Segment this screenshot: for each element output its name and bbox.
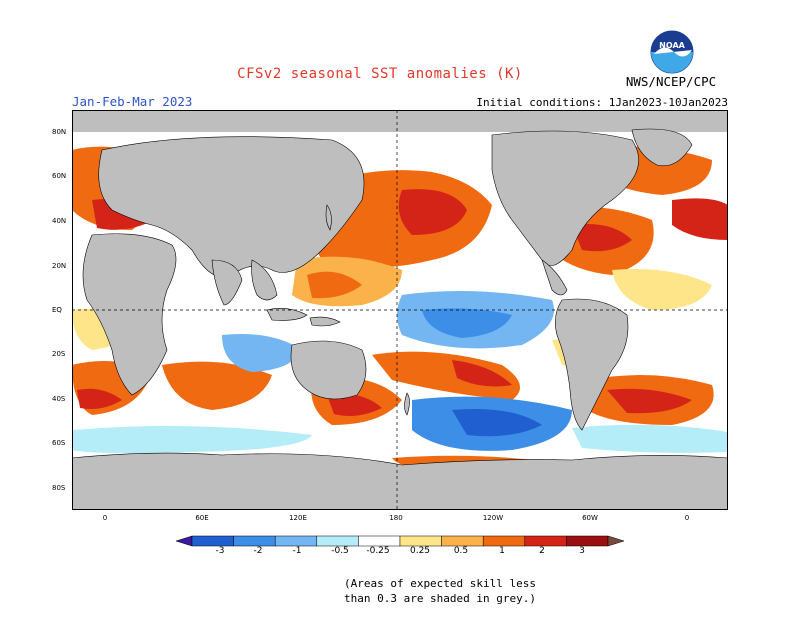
sst-anomaly-map (72, 110, 728, 510)
lat-label-80n: 80N (52, 128, 67, 136)
season-label: Jan-Feb-Mar 2023 (72, 94, 193, 109)
lat-label-40n: 40N (52, 217, 67, 225)
footnote: (Areas of expected skill less than 0.3 a… (300, 576, 580, 606)
lat-label-60s: 60S (52, 439, 66, 447)
lat-label-20n: 20N (52, 262, 67, 270)
lon-label-60e: 60E (195, 514, 209, 522)
arctic-grey (72, 110, 728, 132)
colorbar-swatch (233, 535, 276, 547)
colorbar-swatch (358, 535, 401, 547)
lat-label-40s: 40S (52, 395, 66, 403)
lat-label-60n: 60N (52, 172, 67, 180)
lon-label-60w: 60W (582, 514, 598, 522)
initial-conditions-label: Initial conditions: 1Jan2023-10Jan2023 (476, 96, 728, 109)
footnote-line-2: than 0.3 are shaded in grey.) (343, 592, 537, 605)
land-masses (72, 128, 728, 510)
lon-label-0-east: 0 (684, 514, 690, 522)
lon-label-120w: 120W (482, 514, 504, 522)
colorbar-label: -0.25 (366, 546, 390, 556)
colorbar-label: -1 (292, 546, 302, 556)
colorbar-swatch (191, 535, 234, 547)
colorbar-swatch (274, 535, 318, 547)
lat-label-20s: 20S (52, 350, 66, 358)
colorbar (175, 535, 625, 547)
colorbar-swatch (607, 535, 625, 547)
lon-label-120e: 120E (289, 514, 307, 522)
colorbar-swatch (316, 535, 359, 547)
colorbar-swatch (399, 535, 442, 547)
colorbar-label: 0.25 (409, 546, 431, 556)
colorbar-swatch (482, 535, 526, 547)
colorbar-swatch (441, 535, 484, 547)
colorbar-swatch (175, 535, 193, 547)
chart-title: CFSv2 seasonal SST anomalies (K) (237, 66, 523, 82)
sst-anomaly-field (72, 146, 728, 472)
footnote-line-1: (Areas of expected skill less (343, 577, 537, 590)
colorbar-label: 2 (539, 546, 545, 556)
map-frame (72, 110, 728, 510)
colorbar-label: 1 (499, 546, 505, 556)
colorbar-label: -0.5 (331, 546, 349, 556)
colorbar-label: 0.5 (453, 546, 469, 556)
lon-label-0: 0 (102, 514, 108, 522)
colorbar-swatches (175, 535, 625, 547)
colorbar-label: 3 (579, 546, 585, 556)
lat-label-eq: EQ (52, 306, 62, 314)
colorbar-swatch (524, 535, 567, 547)
lat-label-80s: 80S (52, 484, 66, 492)
org-label: NWS/NCEP/CPC (625, 74, 717, 89)
colorbar-swatch (566, 535, 609, 547)
logo-text: NOAA (659, 41, 685, 50)
colorbar-label: -2 (253, 546, 263, 556)
noaa-logo-icon: NOAA (650, 30, 694, 74)
colorbar-label: -3 (215, 546, 225, 556)
lon-label-180: 180 (389, 514, 403, 522)
